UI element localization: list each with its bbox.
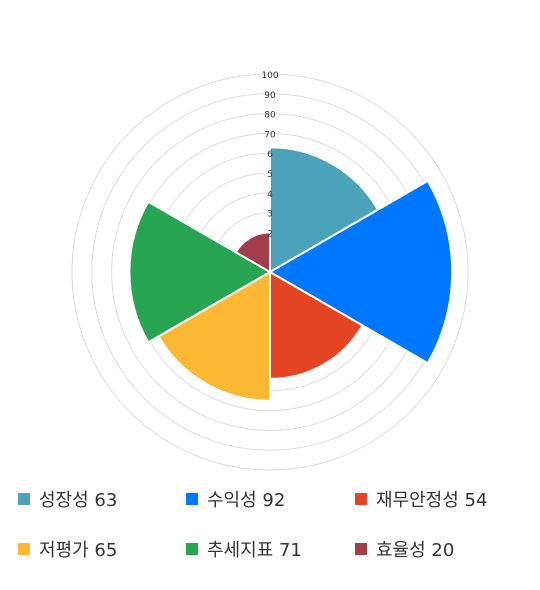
tick-label-90: 90 xyxy=(264,91,276,101)
legend-swatch-undervaluation xyxy=(18,543,30,555)
legend-swatch-growth xyxy=(18,493,30,505)
legend-item-trend-indicator[interactable]: 추세지표 71 xyxy=(186,536,302,562)
legend-item-efficiency[interactable]: 효율성 20 xyxy=(355,536,454,562)
sector-undervaluation[interactable] xyxy=(157,270,271,402)
tick-label-40: 4 xyxy=(267,190,273,200)
radial-tick-labels: 2 3 4 5 6 70 80 90 100 xyxy=(261,71,278,239)
tick-label-60: 6 xyxy=(267,150,273,160)
legend-swatch-efficiency xyxy=(355,543,367,555)
legend-item-financial-stability[interactable]: 재무안정성 54 xyxy=(355,486,487,512)
sector-efficiency[interactable] xyxy=(234,231,271,274)
grid-circle-100 xyxy=(71,73,469,471)
legend-swatch-financial-stability xyxy=(355,493,367,505)
sector-trend-indicator[interactable] xyxy=(128,200,273,344)
polar-area-chart: 2 3 4 5 6 70 80 90 100 xyxy=(71,71,469,471)
tick-label-70: 70 xyxy=(264,130,276,140)
legend-label-undervaluation: 저평가 65 xyxy=(39,540,118,561)
legend-label-growth: 성장성 63 xyxy=(39,490,118,511)
legend-item-profitability[interactable]: 수익성 92 xyxy=(186,486,285,512)
sector-profitability[interactable] xyxy=(268,179,454,365)
sector-financial-stability[interactable] xyxy=(269,270,364,380)
tick-label-50: 5 xyxy=(267,170,273,180)
legend-swatch-trend-indicator xyxy=(186,543,198,555)
legend-label-efficiency: 효율성 20 xyxy=(376,540,455,561)
sector-growth[interactable] xyxy=(269,146,380,274)
tick-label-80: 80 xyxy=(264,111,276,121)
sectors xyxy=(128,146,454,402)
legend-label-financial-stability: 재무안정성 54 xyxy=(376,490,488,511)
tick-label-30: 3 xyxy=(267,210,273,220)
tick-label-20: 2 xyxy=(267,229,273,239)
legend-item-growth[interactable]: 성장성 63 xyxy=(18,486,117,512)
legend-swatch-profitability xyxy=(186,493,198,505)
legend-label-profitability: 수익성 92 xyxy=(207,490,286,511)
tick-label-100: 100 xyxy=(261,71,278,81)
legend-label-trend-indicator: 추세지표 71 xyxy=(207,540,302,561)
legend-item-undervaluation[interactable]: 저평가 65 xyxy=(18,536,117,562)
